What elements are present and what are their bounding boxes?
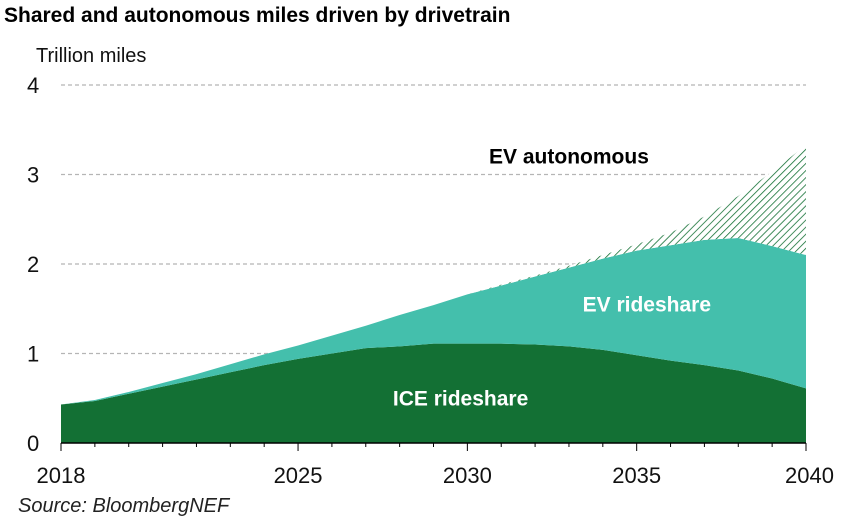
x-tick-label: 2035 bbox=[612, 463, 661, 488]
y-tick-label: 3 bbox=[27, 163, 39, 188]
x-tick-label: 2040 bbox=[785, 463, 834, 488]
area-ev-rideshare bbox=[61, 238, 806, 405]
area-ice-rideshare bbox=[61, 343, 806, 443]
series-label: EV autonomous bbox=[489, 146, 649, 169]
y-tick-label: 2 bbox=[27, 252, 39, 277]
y-axis-label: Trillion miles bbox=[36, 45, 147, 67]
y-tick-label: 0 bbox=[27, 431, 39, 456]
x-tick-label: 2025 bbox=[274, 463, 323, 488]
x-tick-label: 2030 bbox=[443, 463, 492, 488]
source-note: Source: BloombergNEF bbox=[18, 495, 230, 517]
x-tick-label: 2018 bbox=[37, 463, 86, 488]
chart-title: Shared and autonomous miles driven by dr… bbox=[4, 4, 511, 27]
y-tick-label: 4 bbox=[27, 73, 39, 98]
series-label: ICE rideshare bbox=[393, 387, 528, 410]
series-label: EV rideshare bbox=[583, 293, 711, 316]
y-tick-label: 1 bbox=[27, 342, 39, 367]
